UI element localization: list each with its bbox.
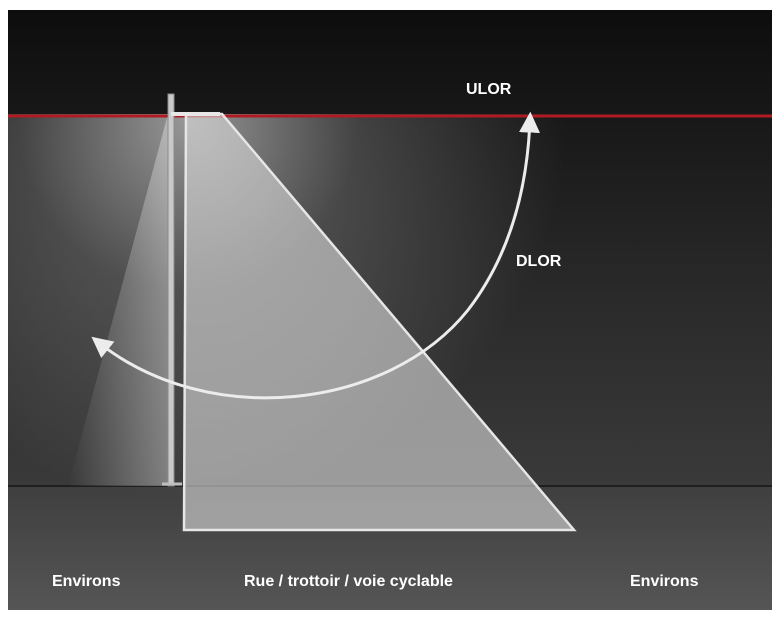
environs-left-label: Environs: [52, 573, 121, 590]
lamp-pole: [167, 93, 175, 487]
dlor-arc-arrow: [91, 111, 540, 400]
street-label: Rue / trottoir / voie cyclable: [244, 573, 453, 590]
diagram-frame: ULOR DLOR Environs Rue / trottoir / voie…: [8, 10, 772, 610]
environs-right-label: Environs: [630, 573, 699, 590]
dlor-label: DLOR: [516, 253, 562, 270]
lighting-diagram: ULOR DLOR Environs Rue / trottoir / voie…: [8, 10, 772, 610]
ulor-label: ULOR: [466, 81, 512, 98]
